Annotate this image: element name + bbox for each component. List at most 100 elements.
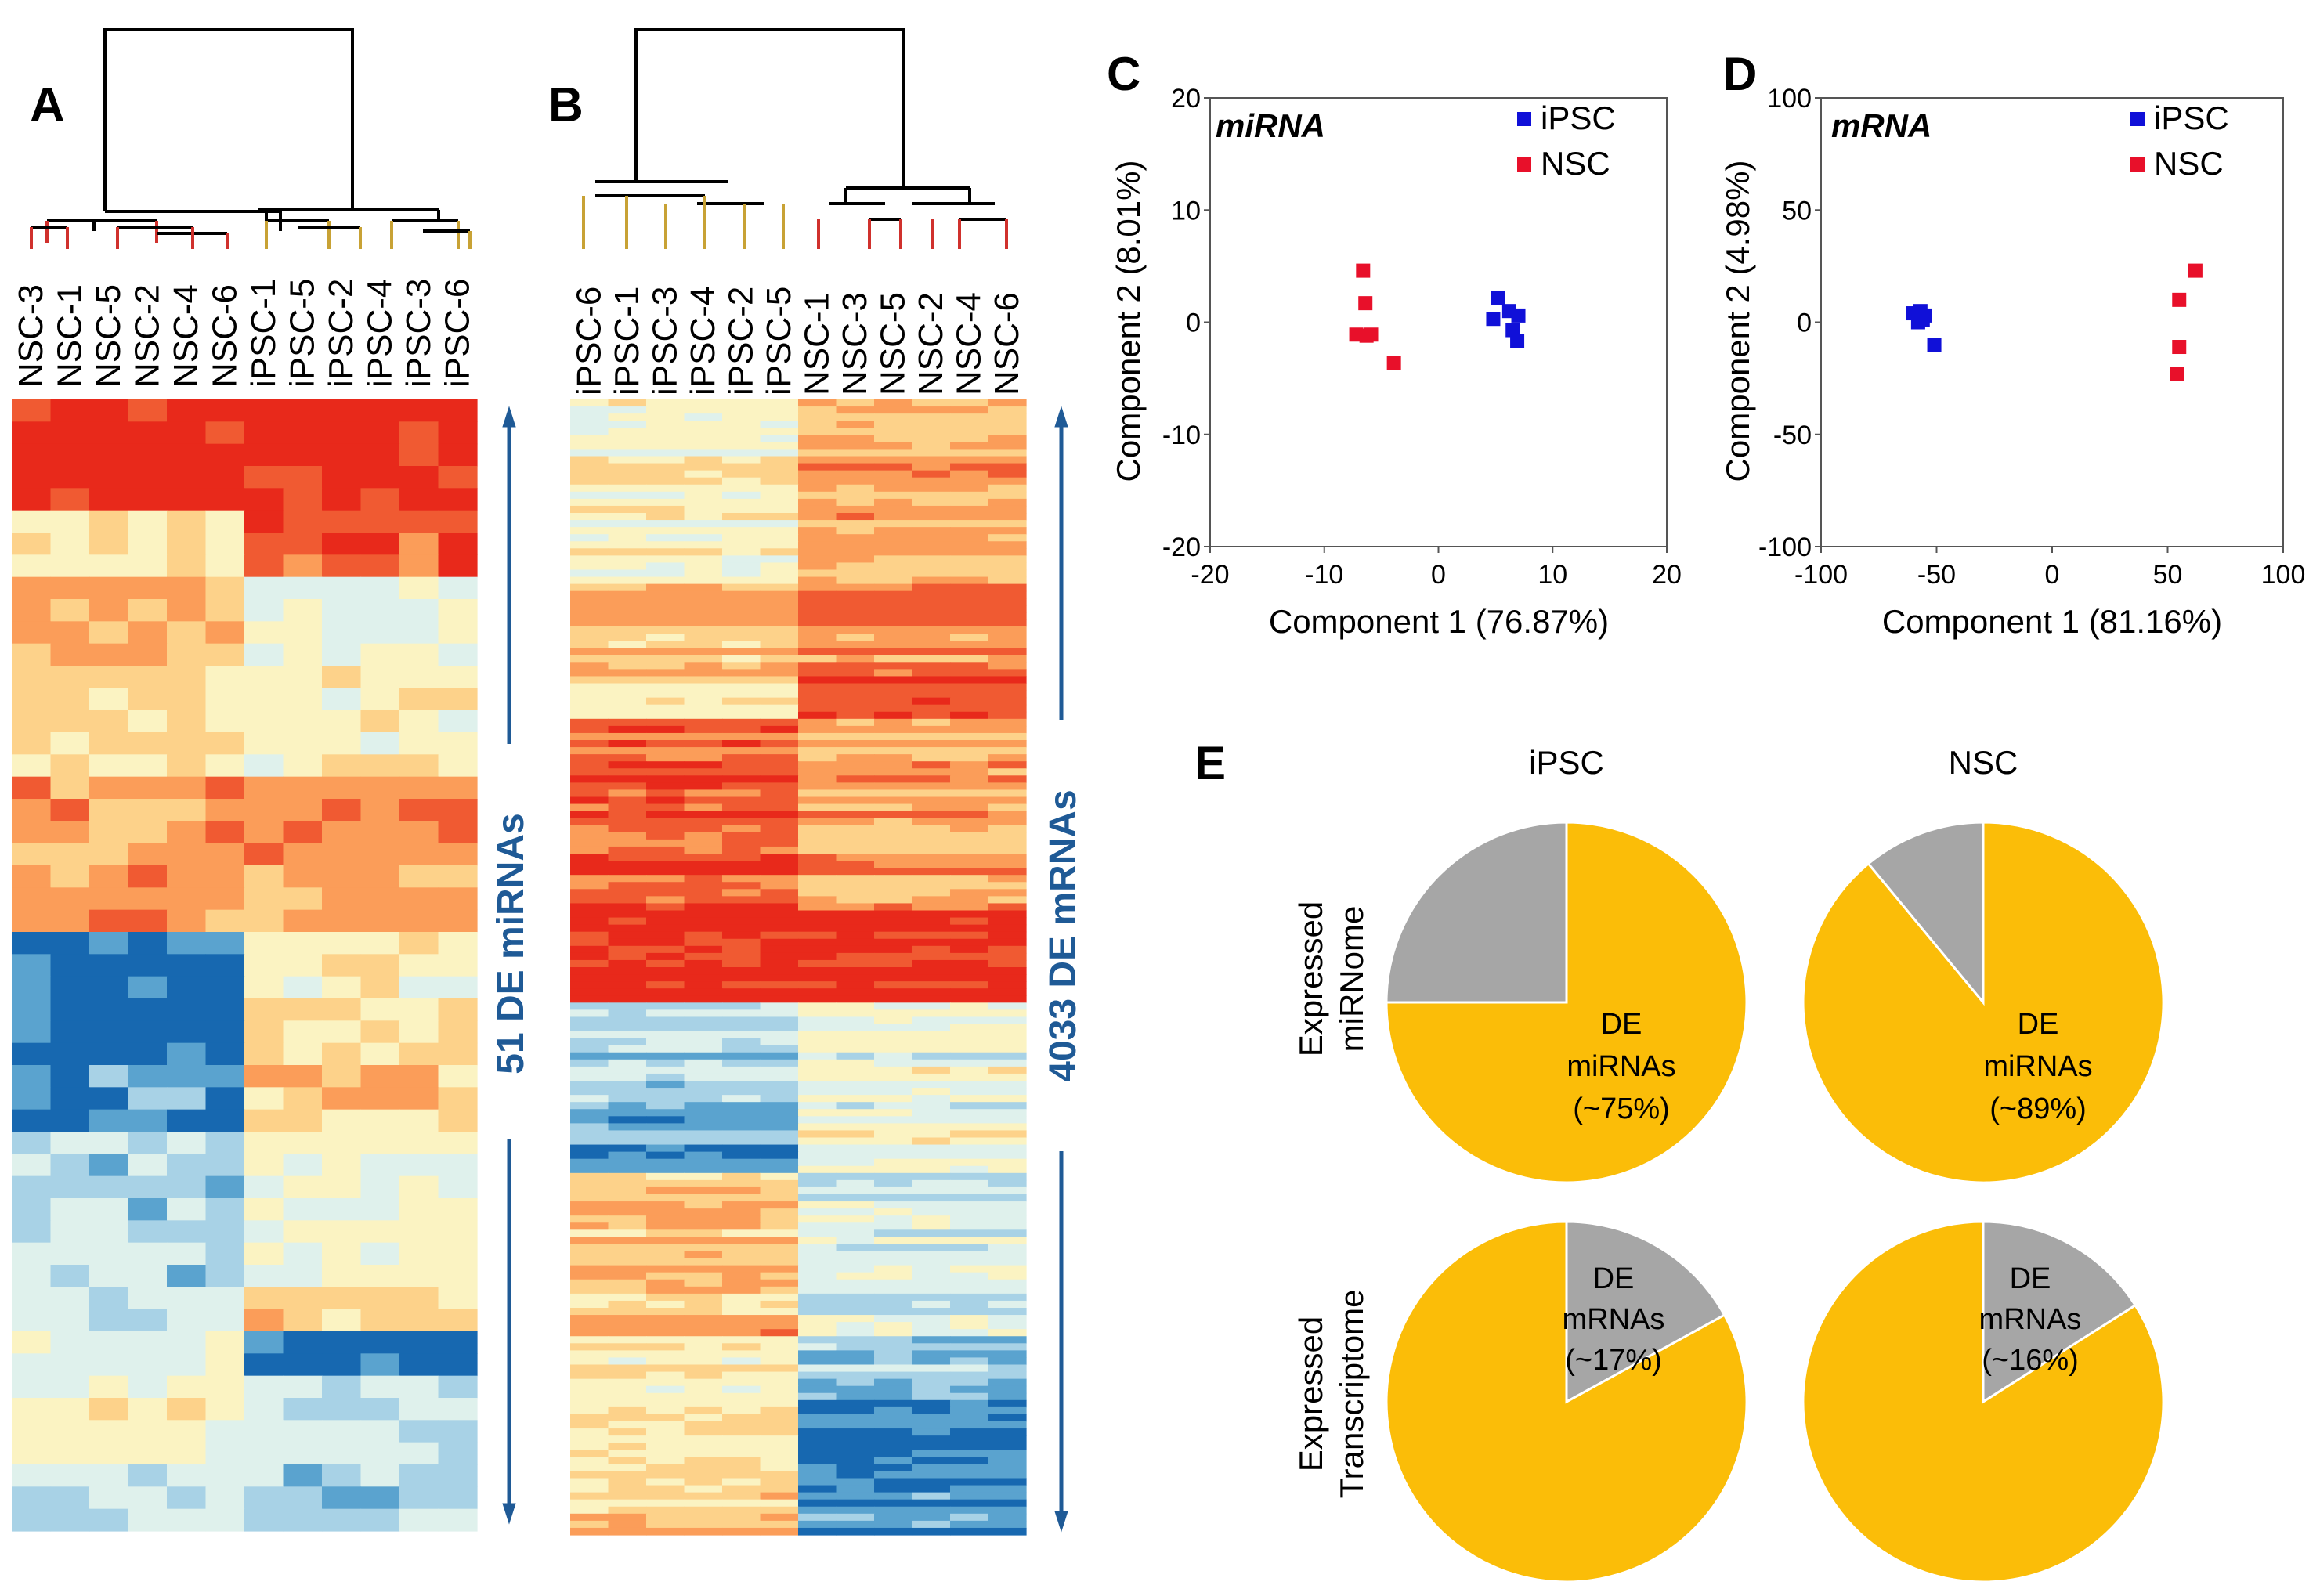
heatmap-cell <box>608 1478 647 1486</box>
heatmap-cell <box>570 541 609 549</box>
heatmap-cell <box>760 1350 799 1359</box>
heatmap-cell <box>760 1513 799 1522</box>
heatmap-cell <box>167 1420 207 1443</box>
heatmap-cell <box>684 626 723 634</box>
heatmap-cell <box>570 1179 609 1188</box>
heatmap-cell <box>836 1300 875 1309</box>
heatmap-cell <box>646 952 685 961</box>
heatmap-cell <box>950 754 989 762</box>
heatmap-cell <box>874 1435 913 1443</box>
heatmap-cell <box>283 1154 323 1177</box>
heatmap-cell <box>912 1435 951 1443</box>
heatmap-cell <box>798 1406 837 1415</box>
heatmap-cell <box>874 1208 913 1216</box>
heatmap-cell <box>608 648 647 655</box>
heatmap-cell <box>684 435 723 442</box>
heatmap-cell <box>798 761 837 769</box>
heatmap-cell <box>570 1513 609 1522</box>
heatmap-cell <box>874 1102 913 1110</box>
heatmap-cell <box>646 1357 685 1366</box>
heatmap-cell <box>570 889 609 897</box>
heatmap-cell <box>608 1201 647 1209</box>
heatmap-cell <box>360 710 400 733</box>
heatmap-cell <box>684 1513 723 1522</box>
heatmap-cell <box>684 619 723 627</box>
heatmap-cell <box>684 1286 723 1294</box>
heatmap-cell <box>722 1308 761 1316</box>
heatmap-cell <box>912 605 951 613</box>
heatmap-cell <box>988 1315 1027 1323</box>
heatmap-cell <box>438 1065 478 1088</box>
heatmap-cell <box>836 491 875 500</box>
heatmap-cell <box>167 554 207 578</box>
heatmap-cell <box>798 1172 837 1181</box>
heatmap-cell <box>360 421 400 445</box>
heatmap-cell <box>988 995 1027 1003</box>
heatmap-cell <box>244 1353 284 1377</box>
heatmap-cell <box>760 825 799 833</box>
heatmap-cell <box>912 413 951 421</box>
heatmap-cell <box>950 761 989 769</box>
heatmap-cell <box>646 1123 685 1132</box>
heatmap-cell <box>12 1175 52 1199</box>
heatmap-cell <box>722 498 761 507</box>
heatmap-cell <box>646 1364 685 1373</box>
heatmap-cell <box>167 1375 207 1399</box>
heatmap-cell <box>950 868 989 876</box>
heatmap-cell <box>360 1309 400 1332</box>
column-label: iPSC-4 <box>360 279 399 388</box>
heatmap-cell <box>988 1513 1027 1522</box>
heatmap-cell <box>128 1087 168 1110</box>
heatmap-cell <box>874 1172 913 1181</box>
heatmap-cell <box>360 732 400 755</box>
heatmap-cell <box>912 1123 951 1132</box>
heatmap-cell <box>244 821 284 844</box>
heatmap-cell <box>167 1020 207 1044</box>
heatmap-cell <box>570 399 609 407</box>
heatmap-cell <box>836 590 875 599</box>
heatmap-cell <box>684 1485 723 1493</box>
pie-label: DE <box>2010 1262 2051 1295</box>
heatmap-cell <box>684 1081 723 1089</box>
heatmap-cell <box>244 1065 284 1088</box>
heatmap-cell <box>608 754 647 762</box>
heatmap-cell <box>646 1350 685 1359</box>
heatmap-cell <box>722 854 761 861</box>
heatmap-cell <box>912 690 951 699</box>
heatmap-cell <box>608 1527 647 1536</box>
scatter-point-ipsc <box>1510 334 1525 348</box>
heatmap-cell <box>836 1450 875 1457</box>
heatmap-cell <box>912 399 951 407</box>
heatmap-cell <box>912 569 951 578</box>
heatmap-cell <box>570 1457 609 1464</box>
heatmap-cell <box>646 931 685 940</box>
heatmap-cell <box>50 488 90 511</box>
heatmap-cell <box>798 520 837 528</box>
heatmap-cell <box>646 576 685 585</box>
heatmap-cell <box>167 954 207 977</box>
heatmap-cell <box>988 1322 1027 1330</box>
heatmap-cell <box>836 1208 875 1216</box>
heatmap-cell <box>912 590 951 599</box>
heatmap-cell <box>646 491 685 500</box>
heatmap-cell <box>760 697 799 706</box>
heatmap-cell <box>438 443 478 467</box>
heatmap-cell <box>360 754 400 778</box>
heatmap-cell <box>438 643 478 666</box>
heatmap-cell <box>836 534 875 542</box>
heatmap-cell <box>608 590 647 599</box>
heatmap-cell <box>722 626 761 634</box>
heatmap-cell <box>798 959 837 968</box>
heatmap-cell <box>836 1137 875 1146</box>
heatmap-cell <box>722 974 761 982</box>
heatmap-cell <box>798 1371 837 1380</box>
heatmap-cell <box>570 1385 609 1394</box>
heatmap-cell <box>760 470 799 478</box>
heatmap-cell <box>608 789 647 798</box>
heatmap-cell <box>438 510 478 533</box>
heatmap-cell <box>167 1154 207 1177</box>
heatmap-cell <box>608 1308 647 1316</box>
heatmap-cell <box>570 413 609 421</box>
heatmap-cell <box>912 1506 951 1515</box>
